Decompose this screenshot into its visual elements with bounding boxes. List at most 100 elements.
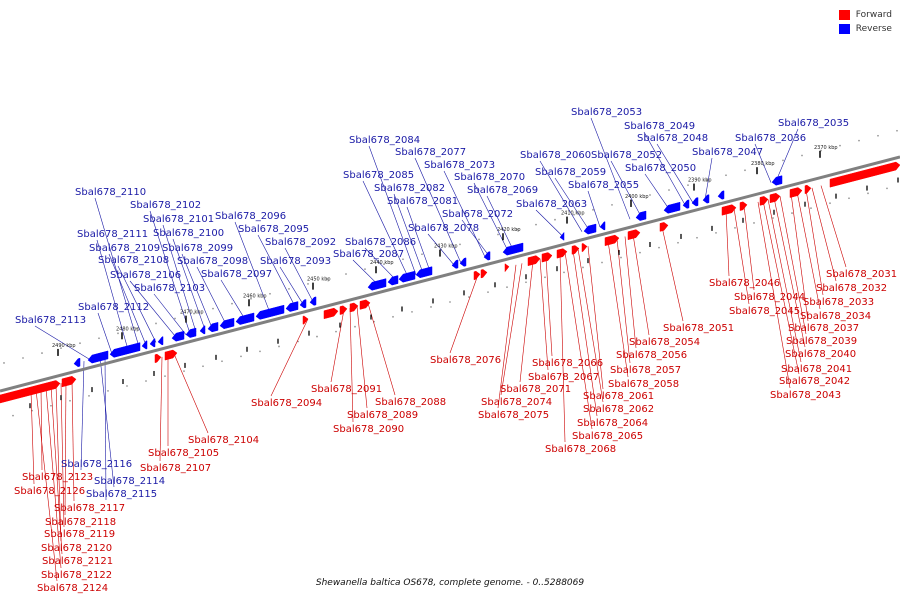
- gene-label: Sbal678_2043: [770, 390, 841, 401]
- leader-line: [40, 388, 43, 471]
- reverse-gene-arrow: [387, 275, 399, 286]
- forward-swatch: [838, 10, 850, 20]
- scale-dot: [278, 345, 280, 348]
- gene-label: Sbal678_2051: [663, 323, 734, 334]
- scale-dot: [886, 187, 888, 190]
- scale-dot: [620, 256, 622, 259]
- gene-label: Sbal678_2042: [779, 376, 850, 387]
- leader-line: [535, 209, 564, 237]
- scale-dot: [516, 228, 518, 231]
- reverse-gene-arrow: [599, 221, 606, 231]
- scale-dot: [212, 307, 214, 310]
- scale-dot: [155, 322, 157, 325]
- forward-gene-arrow: [339, 305, 348, 315]
- leader-line: [367, 303, 396, 396]
- scale-dot: [164, 375, 166, 377]
- forward-gene-arrow: [323, 307, 339, 320]
- reverse-gene-arrow: [771, 175, 783, 186]
- reverse-gene-arrow: [141, 340, 148, 350]
- scale-dot: [696, 236, 698, 239]
- leader-line: [754, 143, 772, 183]
- scale-dot: [668, 189, 670, 191]
- leader-line: [364, 247, 397, 281]
- forward-gene-arrow: [527, 255, 541, 267]
- forward-gene-arrow: [739, 201, 748, 211]
- legend-reverse-label: Reverse: [855, 24, 892, 34]
- scale-dot: [145, 380, 147, 382]
- scale-dot: [392, 315, 394, 318]
- scale-dot: [459, 243, 461, 246]
- gene-label: Sbal678_2101: [143, 214, 214, 225]
- reverse-gene-arrow: [502, 242, 524, 256]
- scale-dot: [535, 223, 537, 226]
- tick-label: 2420 kbp: [497, 227, 521, 233]
- gene-label: Sbal678_2054: [629, 337, 700, 348]
- leader-line: [50, 385, 63, 555]
- scale-dot: [877, 134, 879, 137]
- reverse-gene-arrow: [398, 270, 416, 283]
- scale-dot: [858, 139, 860, 142]
- forward-gene-arrow: [164, 349, 178, 361]
- gene-label: Sbal678_2105: [148, 448, 219, 459]
- leader-line: [284, 247, 314, 302]
- gene-label: Sbal678_2097: [201, 269, 272, 280]
- scale-dot: [468, 296, 470, 298]
- gene-label: Sbal678_2092: [265, 237, 336, 248]
- genome-backbone-line: [0, 155, 900, 393]
- leader-line: [35, 389, 58, 582]
- scale-dot: [639, 251, 641, 254]
- gene-label: Sbal678_2062: [583, 404, 654, 415]
- gene-label: Sbal678_2036: [735, 133, 806, 144]
- forward-gene-arrow: [829, 161, 900, 188]
- scale-dot: [364, 268, 366, 270]
- scale-dot: [592, 208, 594, 211]
- gene-label: Sbal678_2076: [430, 355, 501, 366]
- leader-line: [104, 355, 107, 501]
- tick-label: 2460 kbp: [243, 293, 267, 299]
- scale-dot: [107, 390, 109, 392]
- scale-dot: [801, 154, 803, 157]
- gene-label: Sbal678_2082: [374, 183, 445, 194]
- scale-dot: [544, 276, 546, 279]
- leader-line: [811, 187, 837, 282]
- scale-dot: [487, 291, 489, 294]
- leader-line: [181, 253, 213, 328]
- forward-gene-arrow: [480, 269, 488, 279]
- reverse-gene-arrow: [157, 336, 164, 346]
- reverse-gene-arrow: [663, 201, 681, 214]
- reverse-gene-arrow: [199, 325, 206, 335]
- leader-line: [564, 252, 593, 430]
- forward-gene-arrow: [759, 196, 769, 206]
- tick-label: 2410 kbp: [561, 211, 585, 217]
- gene-label: Sbal678_2053: [571, 107, 642, 118]
- leader-line: [368, 145, 417, 275]
- gene-label: Sbal678_2116: [61, 459, 132, 470]
- reverse-gene-arrow: [87, 350, 109, 364]
- forward-gene-arrow: [769, 192, 781, 204]
- forward-gene-arrow: [789, 187, 803, 198]
- gene-label: Sbal678_2088: [375, 397, 446, 408]
- leader-line: [60, 383, 65, 528]
- gene-label: Sbal678_2096: [215, 211, 286, 222]
- gene-label: Sbal678_2100: [153, 228, 224, 239]
- scale-dot: [383, 263, 385, 266]
- leader-line: [554, 177, 590, 231]
- leader-line: [497, 264, 517, 409]
- gene-label: Sbal678_2037: [788, 323, 859, 334]
- gene-label: Sbal678_2060: [520, 150, 591, 161]
- scale-dots: [3, 129, 898, 417]
- leader-line: [443, 170, 486, 258]
- scale-dot: [354, 325, 356, 328]
- gene-label: Sbal678_2048: [637, 133, 708, 144]
- gene-label: Sbal678_2069: [467, 185, 538, 196]
- tick-label: 2430 kbp: [434, 244, 458, 250]
- forward-gene-arrow: [473, 270, 481, 281]
- scale-dot: [240, 355, 242, 358]
- tick-label: 2490 kbp: [52, 343, 76, 349]
- reverse-gene-arrow: [691, 197, 699, 207]
- gene-label: Sbal678_2124: [37, 583, 108, 594]
- scale-dot: [896, 129, 898, 132]
- scale-dot: [848, 197, 850, 200]
- scale-dot: [3, 362, 5, 364]
